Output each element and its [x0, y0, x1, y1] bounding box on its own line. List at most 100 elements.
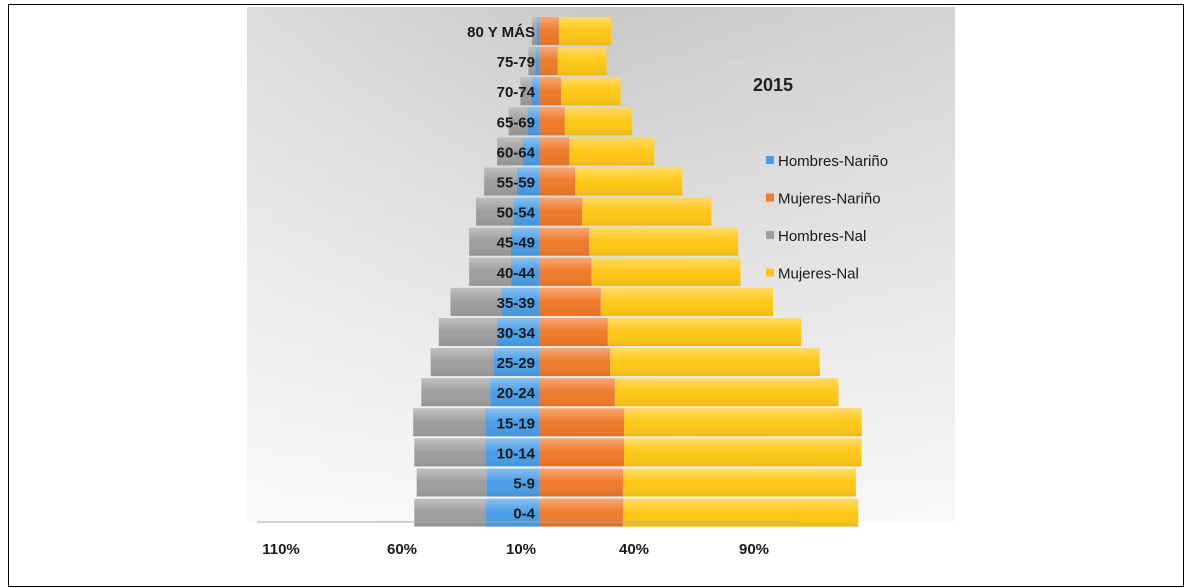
bar-mujeres-nal-80-y-mas-shine — [558, 17, 612, 45]
x-tick-label-4: 90% — [739, 541, 769, 558]
category-label-5-9: 5-9 — [513, 476, 535, 493]
category-label-35-39: 35-39 — [497, 295, 535, 312]
bar-hombres-nal-20-24-shine — [421, 378, 490, 407]
bar-mujeres-narino-20-24-shine — [539, 378, 615, 407]
bar-hombres-narino-55-59-shine — [516, 167, 539, 196]
bar-hombres-narino-60-64-shine — [522, 137, 539, 166]
bar-hombres-narino-70-74-shine — [532, 77, 539, 106]
bar-mujeres-narino-15-19-shine — [539, 408, 624, 437]
x-tick-label-1: 60% — [387, 541, 417, 558]
category-label-55-59: 55-59 — [497, 175, 535, 192]
category-label-65-69: 65-69 — [497, 114, 535, 131]
legend-swatch-mujeres-narino — [766, 193, 774, 202]
bar-hombres-narino-30-34-shine — [497, 318, 539, 346]
bar-mujeres-narino-30-34-shine — [539, 318, 608, 346]
category-label-15-19: 15-19 — [497, 415, 535, 432]
bar-mujeres-nal-40-44-shine — [591, 257, 741, 286]
bar-mujeres-narino-55-59-shine — [539, 167, 576, 196]
bar-hombres-nal-45-49-shine — [469, 227, 511, 256]
bar-mujeres-narino-70-74-shine — [539, 77, 562, 106]
category-label-60-64: 60-64 — [497, 144, 536, 161]
bar-hombres-narino-65-69-shine — [527, 107, 540, 136]
bar-mujeres-nal-20-24-shine — [614, 378, 839, 407]
bar-mujeres-nal-30-34-shine — [607, 318, 802, 346]
bar-hombres-narino-5-9-shine — [486, 468, 539, 497]
bar-hombres-nal-5-9-shine — [416, 468, 487, 497]
bar-hombres-nal-80-y-mas-shine — [532, 17, 537, 45]
bar-mujeres-nal-45-49-shine — [589, 227, 739, 256]
bar-hombres-nal-50-54-shine — [476, 197, 514, 226]
bar-mujeres-nal-10-14-shine — [624, 438, 862, 467]
x-tick-label-3: 40% — [619, 541, 649, 558]
bar-mujeres-narino-10-14-shine — [539, 438, 624, 467]
bar-hombres-narino-75-79-shine — [535, 47, 539, 76]
bar-mujeres-narino-65-69-shine — [539, 107, 565, 136]
bar-hombres-narino-35-39-shine — [501, 287, 539, 316]
legend-swatch-hombres-nal — [766, 231, 774, 239]
legend-swatch-hombres-narino — [766, 156, 774, 164]
category-label-80-y-mas: 80 Y MÁS — [467, 24, 535, 41]
bar-mujeres-nal-35-39-shine — [600, 287, 774, 316]
bar-hombres-narino-45-49-shine — [511, 227, 539, 256]
legend-swatch-mujeres-nal — [766, 268, 774, 277]
legend-label-hombres-narino: Hombres-Nariño — [778, 153, 888, 170]
category-label-40-44: 40-44 — [497, 265, 536, 282]
bar-hombres-narino-80-y-mas-shine — [536, 17, 539, 45]
bar-hombres-narino-20-24-shine — [490, 378, 539, 407]
category-label-45-49: 45-49 — [497, 235, 535, 252]
x-tick-label-2: 10% — [506, 541, 536, 558]
population-pyramid-chart: 80 Y MÁS 75-79 70-74 65-69 60-64 55-59 50-54 45… — [247, 7, 955, 558]
bar-hombres-nal-55-59-shine — [484, 167, 517, 196]
bar-hombres-narino-10-14-shine — [485, 438, 539, 467]
bar-mujeres-nal-75-79-shine — [557, 47, 607, 76]
bar-hombres-narino-50-54-shine — [513, 197, 539, 226]
bar-mujeres-nal-15-19-shine — [624, 408, 862, 437]
bar-mujeres-nal-50-54-shine — [582, 197, 712, 226]
bar-hombres-nal-65-69-shine — [508, 107, 528, 136]
category-label-20-24: 20-24 — [497, 385, 536, 402]
bar-hombres-nal-25-29-shine — [430, 348, 494, 377]
category-label-10-14: 10-14 — [497, 445, 536, 462]
bar-mujeres-narino-5-9-shine — [539, 468, 623, 497]
chart-title: 2015 — [753, 75, 793, 95]
title-box — [727, 61, 819, 109]
legend-label-hombres-nal: Hombres-Nal — [778, 228, 866, 245]
bar-mujeres-nal-55-59-shine — [575, 167, 683, 196]
bar-mujeres-narino-50-54-shine — [539, 197, 583, 226]
bar-mujeres-nal-65-69-shine — [564, 107, 633, 136]
bar-hombres-nal-10-14-shine — [414, 438, 486, 467]
category-label-50-54: 50-54 — [497, 205, 536, 222]
legend-label-mujeres-nal: Mujeres-Nal — [778, 266, 859, 283]
chart-frame: 80 Y MÁS 75-79 70-74 65-69 60-64 55-59 50-54 45… — [8, 4, 1184, 587]
bar-mujeres-narino-40-44-shine — [539, 257, 592, 286]
category-label-30-34: 30-34 — [497, 325, 536, 342]
chart-legend: Hombres-Nariño Mujeres-Nariño Hombres-Nal M… — [766, 153, 888, 283]
bar-hombres-nal-75-79-shine — [528, 47, 536, 76]
category-label-0-4: 0-4 — [513, 506, 535, 523]
bar-mujeres-narino-45-49-shine — [539, 227, 590, 256]
x-tick-label-0: 110% — [262, 541, 300, 558]
bar-mujeres-nal-5-9-shine — [622, 468, 856, 497]
bar-hombres-nal-60-64-shine — [497, 137, 523, 166]
bar-hombres-nal-30-34-shine — [438, 318, 498, 346]
bar-mujeres-narino-80-y-mas-shine — [539, 17, 559, 45]
bar-hombres-nal-35-39-shine — [450, 287, 502, 316]
bar-hombres-nal-15-19-shine — [413, 408, 486, 437]
category-labels: 80 Y MÁS 75-79 70-74 65-69 60-64 55-59 50-54 45… — [467, 24, 535, 523]
bar-mujeres-nal-60-64-shine — [569, 137, 655, 166]
bar-mujeres-nal-70-74-shine — [561, 77, 621, 106]
category-label-75-79: 75-79 — [497, 54, 535, 71]
bar-mujeres-narino-35-39-shine — [539, 287, 601, 316]
category-label-25-29: 25-29 — [497, 355, 535, 372]
bar-hombres-narino-25-29-shine — [493, 348, 539, 377]
legend-label-mujeres-narino: Mujeres-Nariño — [778, 191, 881, 208]
bar-mujeres-narino-60-64-shine — [539, 137, 570, 166]
bar-hombres-narino-40-44-shine — [511, 257, 539, 286]
bar-mujeres-narino-75-79-shine — [539, 47, 558, 76]
x-axis-ticks: 110% 60% 10% 40% 90% — [262, 541, 769, 558]
bar-hombres-nal-70-74-shine — [520, 77, 533, 106]
bars-layer — [413, 17, 862, 527]
bar-mujeres-nal-25-29-shine — [610, 348, 820, 377]
bar-hombres-narino-15-19-shine — [485, 408, 539, 437]
bar-mujeres-narino-25-29-shine — [539, 348, 611, 377]
